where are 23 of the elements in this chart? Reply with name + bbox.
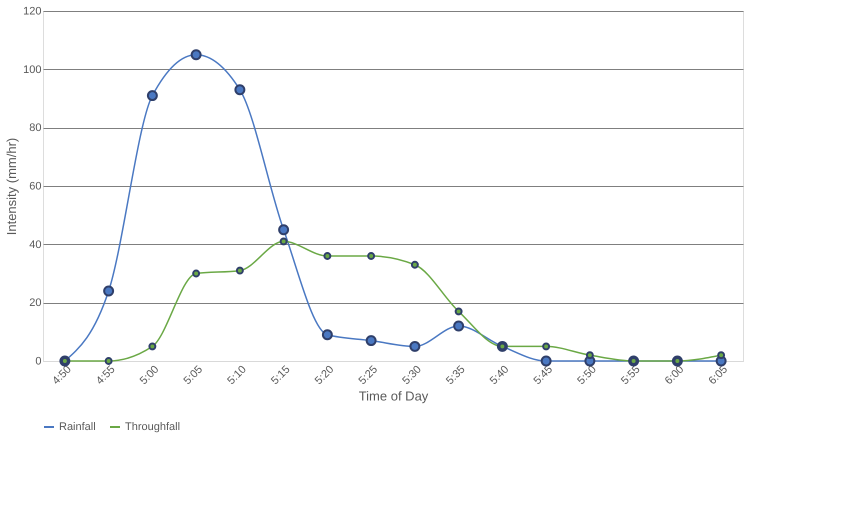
x-tick-label: 5:30: [400, 364, 424, 388]
y-tick-label: 80: [29, 122, 42, 134]
y-tick-label: 120: [23, 6, 42, 18]
x-tick-label: 5:55: [618, 364, 643, 388]
x-tick-label: 5:40: [488, 364, 512, 388]
y-tick-label: 0: [35, 356, 42, 368]
x-tick-label: 5:45: [531, 364, 556, 388]
x-tick-label: 5:10: [225, 364, 249, 388]
x-axis-title: Time of Day: [358, 388, 429, 404]
y-tick-label: 100: [23, 64, 42, 76]
y-tick-label: 60: [29, 180, 42, 192]
x-tick-label: 5:50: [575, 364, 599, 388]
y-tick-label: 20: [29, 297, 42, 310]
x-tick-label: 6:00: [662, 364, 686, 388]
x-tick-label: 4:50: [50, 364, 74, 388]
x-tick-label: 5:20: [312, 364, 336, 388]
y-tick-label: 40: [29, 238, 42, 251]
x-tick-label: 4:55: [94, 364, 118, 388]
y-axis-title: Intensity (mm/hr): [4, 138, 20, 236]
x-tick-label: 6:05: [706, 364, 730, 388]
legend-label: Throughfall: [125, 421, 180, 433]
x-tick-label: 5:00: [138, 364, 162, 388]
legend-label: Rainfall: [59, 421, 96, 433]
